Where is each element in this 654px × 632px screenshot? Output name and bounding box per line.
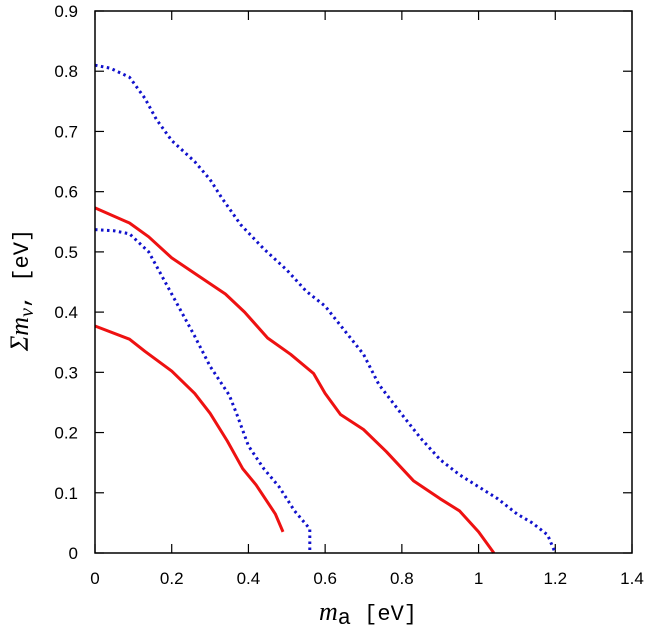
y-tick-label: 0 (69, 544, 78, 563)
x-tick-label: 0.8 (390, 569, 414, 588)
y-tick-label: 0.5 (54, 243, 78, 262)
x-tick-label: 0.2 (160, 569, 184, 588)
solid-contour-line-1 (94, 324, 285, 533)
y-tick-label: 0.7 (54, 122, 78, 141)
tick-marks (94, 10, 633, 554)
solid-contour-line-2 (94, 206, 496, 554)
y-tick-labels: 0 0.1 0.2 0.3 0.4 0.5 0.6 0.7 0.8 0.9 (54, 2, 78, 563)
y-tick-label: 0.9 (54, 2, 78, 21)
x-tick-label: 0 (90, 569, 99, 588)
x-tick-label: 0.6 (313, 569, 337, 588)
x-tick-labels: 0 0.2 0.4 0.6 0.8 1 1.2 1.4 (90, 569, 644, 588)
dotted-contour-line-3 (94, 228, 312, 553)
x-tick-label: 1 (474, 569, 483, 588)
plot-frame (94, 10, 633, 554)
y-tick-label: 0.2 (54, 424, 78, 443)
x-tick-label: 1.4 (620, 569, 644, 588)
y-tick-label: 0.8 (54, 62, 78, 81)
y-tick-label: 0.4 (54, 303, 78, 322)
x-tick-label: 1.2 (543, 569, 567, 588)
y-tick-label: 0.3 (54, 363, 78, 382)
x-tick-label: 0.4 (237, 569, 261, 588)
y-tick-label: 0.1 (54, 484, 78, 503)
y-tick-label: 0.6 (54, 183, 78, 202)
dotted-contour-line-4 (94, 63, 557, 554)
y-axis-label: Σmν, [eV] (5, 229, 38, 352)
series-layer (94, 63, 557, 554)
x-axis-label: ma [eV] (319, 597, 417, 631)
